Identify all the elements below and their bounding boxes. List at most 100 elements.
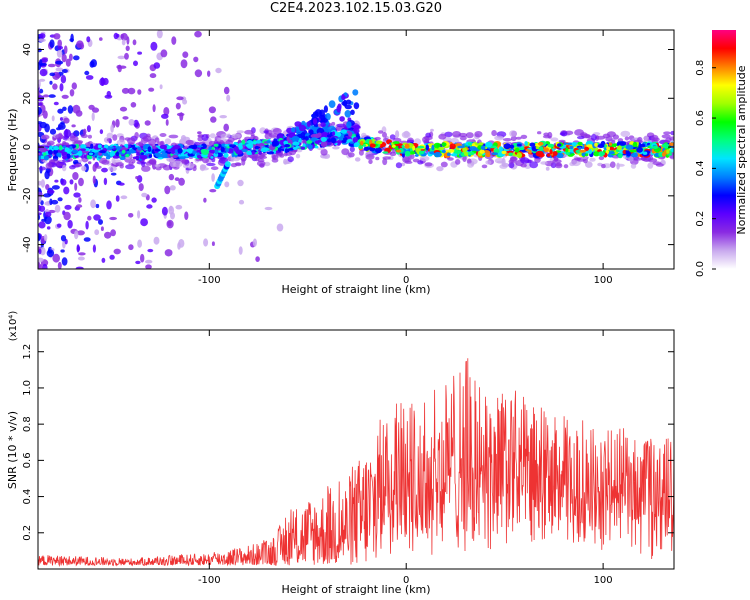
spectrogram-cell xyxy=(192,144,198,150)
spectrogram-cell xyxy=(209,189,217,193)
spectrogram-cell xyxy=(509,130,517,138)
spectrogram-cell xyxy=(589,157,596,162)
spectrogram-cell xyxy=(154,164,161,168)
snr-y-ticks: 0.2 0.4 0.6 0.8 1.0 1.2 xyxy=(22,344,674,541)
spectrogram-cell xyxy=(49,198,53,206)
spectrogram-cell xyxy=(74,230,79,240)
spectrogram-cell xyxy=(257,155,268,160)
spectrogram-cell xyxy=(38,214,41,221)
spectrogram-cell xyxy=(496,160,505,164)
spectrogram-cell xyxy=(180,59,188,69)
spectrogram-cell xyxy=(234,162,242,166)
spectrogram-cell xyxy=(162,164,172,171)
spectrogram-cell xyxy=(165,145,172,149)
colorbar-ticks: 0.0 0.2 0.4 0.6 0.8 xyxy=(695,60,716,277)
spectrogram-cell xyxy=(436,166,444,172)
spectrogram-cell xyxy=(328,100,336,108)
spectrogram-cell xyxy=(57,122,66,130)
spectrogram-cell xyxy=(48,149,53,155)
spectrogram-cell xyxy=(53,33,61,40)
spectrogram-cell xyxy=(197,131,202,135)
spectrogram-cell xyxy=(108,165,117,172)
spectrogram-cell xyxy=(99,150,106,154)
spectrogram-cell xyxy=(155,153,163,158)
spectrogram-cell xyxy=(330,137,337,144)
spectrogram-cell xyxy=(86,154,92,160)
spectrogram-cell xyxy=(263,130,269,134)
spectrogram-cell xyxy=(91,149,99,153)
spectrogram-cell xyxy=(563,164,569,169)
spectrogram-cell xyxy=(76,244,80,253)
spectrogram-cell xyxy=(392,144,396,148)
spectrogram-cell xyxy=(669,136,674,141)
spectrogram-cell xyxy=(137,89,142,95)
spectrogram-cell xyxy=(109,254,115,260)
spectrogram-cell xyxy=(563,142,567,146)
spectrogram-cell xyxy=(577,141,583,145)
spectrogram-cell xyxy=(54,179,59,183)
spectrogram-cell xyxy=(98,219,103,225)
spectrogram-cell xyxy=(340,129,347,134)
spectrogram-cell xyxy=(104,144,109,149)
spectrogram-cell xyxy=(485,141,493,148)
spectrogram-cell xyxy=(174,177,180,182)
spectrogram-cell xyxy=(625,144,634,150)
spectrogram-cell xyxy=(395,130,400,139)
spectrogram-cell xyxy=(320,141,327,147)
spectrogram-cell xyxy=(110,229,116,237)
spectrogram-frame xyxy=(37,29,675,270)
spectrogram-cell xyxy=(498,146,503,153)
spectrogram-cell xyxy=(57,45,63,50)
spectrogram-cell xyxy=(87,134,92,139)
spectrogram-cell xyxy=(150,41,158,51)
spectrogram-y-tick-label: 20 xyxy=(22,92,33,105)
spectrogram-cell xyxy=(586,144,594,148)
snr-y-tick-label: 0.8 xyxy=(22,416,33,432)
spectrogram-cell xyxy=(272,154,279,160)
spectrogram-cell xyxy=(192,150,197,155)
spectrogram-cell xyxy=(404,150,411,157)
spectrogram-cell xyxy=(178,156,187,160)
spectrogram-cell xyxy=(185,139,194,146)
spectrogram-cell xyxy=(550,137,559,142)
spectrogram-cell xyxy=(285,152,293,156)
spectrogram-cell xyxy=(332,146,340,150)
spectrogram-cell xyxy=(503,143,511,150)
spectrogram-cell xyxy=(412,158,420,163)
spectrogram-cell xyxy=(145,264,152,269)
spectrogram-cell xyxy=(74,182,78,191)
spectrogram-cell xyxy=(38,233,41,242)
spectrogram-cell xyxy=(246,150,253,156)
snr-y-tick-label: 0.6 xyxy=(22,452,33,468)
spectrogram-cell xyxy=(264,206,273,211)
spectrogram-cell xyxy=(53,149,58,155)
spectrogram-cell xyxy=(276,223,284,232)
spectrogram-cell xyxy=(38,221,46,229)
spectrogram-cell xyxy=(38,106,42,115)
spectrogram-cell xyxy=(600,152,605,156)
spectrogram-cell xyxy=(565,147,569,154)
snr-x-tick-label: -100 xyxy=(198,575,221,586)
spectrogram-cell xyxy=(396,149,402,153)
spectrogram-cell xyxy=(272,144,276,147)
spectrogram-cell xyxy=(347,152,355,158)
spectrogram-cell xyxy=(479,149,485,154)
spectrogram-cell xyxy=(527,159,532,164)
spectrogram-cell xyxy=(630,163,637,169)
spectrogram-cell xyxy=(219,115,227,119)
spectrogram-cell xyxy=(38,248,42,255)
spectrogram-cell xyxy=(369,143,376,148)
spectrogram-cell xyxy=(101,167,108,173)
spectrogram-cell xyxy=(570,153,575,156)
spectrogram-cell xyxy=(73,140,83,146)
spectrogram-cell xyxy=(166,156,176,162)
spectrogram-cell xyxy=(67,105,74,114)
spectrogram-cell xyxy=(320,148,328,156)
spectrogram-cell xyxy=(58,145,63,151)
spectrogram-cell xyxy=(616,163,625,167)
spectrogram-cell xyxy=(67,219,73,229)
colorbar: 0.0 0.2 0.4 0.6 0.8 Normalized spectral ampl… xyxy=(695,30,748,277)
spectrogram-cell xyxy=(161,206,168,216)
spectrogram-cell xyxy=(668,142,674,146)
